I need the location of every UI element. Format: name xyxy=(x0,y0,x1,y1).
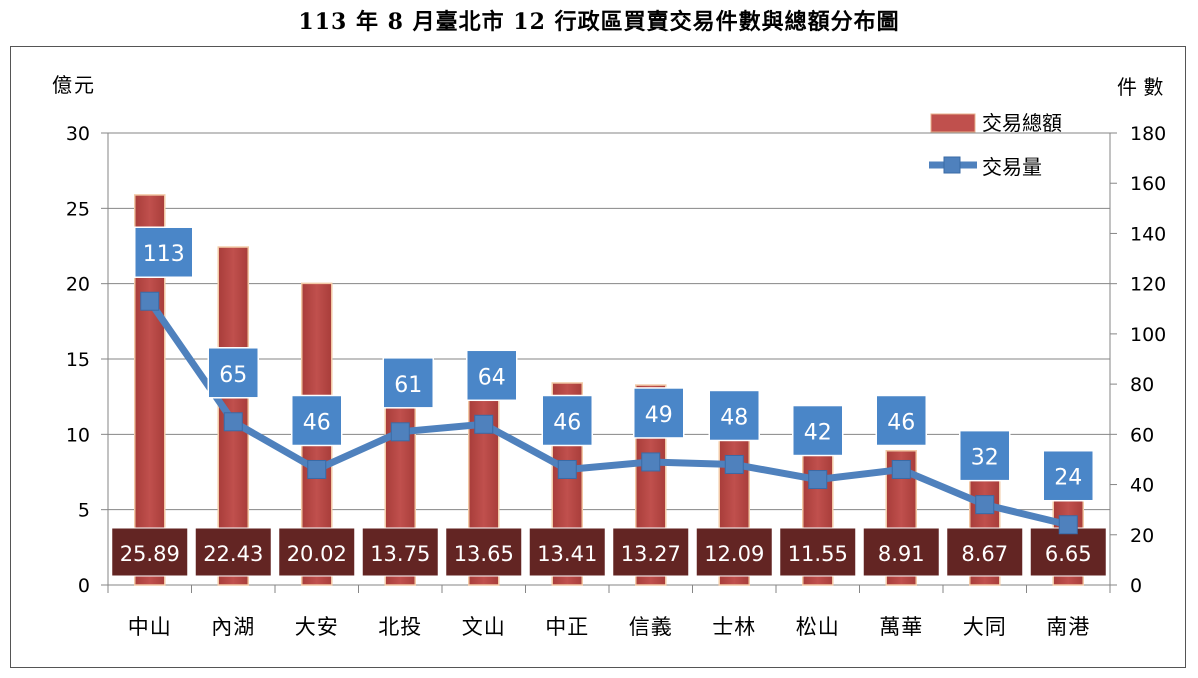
x-category-label: 松山 xyxy=(796,615,840,639)
x-category-label: 中山 xyxy=(128,615,172,639)
line-value-label: 61 xyxy=(394,373,422,398)
legend-line-marker xyxy=(943,156,961,174)
bar-value-label: 13.27 xyxy=(621,542,681,566)
line-value-box xyxy=(708,389,760,442)
x-category-label: 文山 xyxy=(462,615,506,639)
y-left-tick-label: 30 xyxy=(66,123,90,145)
legend-bar-swatch xyxy=(930,113,976,133)
y-right-tick-label: 180 xyxy=(1130,123,1166,145)
line-value-label: 24 xyxy=(1054,466,1082,491)
y-left-tick-label: 0 xyxy=(78,575,90,597)
bar-value-box xyxy=(111,527,189,577)
bar-value-label: 20.02 xyxy=(287,542,347,566)
line-value-label: 113 xyxy=(143,242,185,267)
x-category-label: 大同 xyxy=(963,615,1007,639)
line-value-box xyxy=(875,394,927,447)
line-marker-3 xyxy=(390,422,410,442)
y-left-tick-label: 5 xyxy=(78,500,90,522)
y-right-tick-label: 160 xyxy=(1130,173,1166,195)
bar-value-box xyxy=(862,527,940,577)
bar-value-box xyxy=(695,527,773,577)
bar-value-label: 6.65 xyxy=(1045,542,1092,566)
x-category-label: 大安 xyxy=(295,615,339,639)
line-value-label: 46 xyxy=(553,410,581,435)
bar-value-label: 13.65 xyxy=(454,542,514,566)
bar-value-box xyxy=(946,527,1024,577)
x-category-label: 士林 xyxy=(712,615,756,639)
legend-bar-label: 交易總額 xyxy=(982,111,1062,135)
x-category-label: 中正 xyxy=(545,615,589,639)
bar-value-box xyxy=(361,527,439,577)
legend-line-label: 交易量 xyxy=(982,155,1042,179)
line-marker-0 xyxy=(140,291,160,311)
bar-value-box xyxy=(445,527,523,577)
line-marker-1 xyxy=(223,412,243,432)
line-value-box xyxy=(959,429,1011,482)
line-marker-5 xyxy=(557,459,577,479)
line-marker-10 xyxy=(975,495,995,515)
bar-value-box xyxy=(612,527,690,577)
y-left-tick-label: 25 xyxy=(66,198,90,220)
bar-value-label: 25.89 xyxy=(120,542,180,566)
line-marker-11 xyxy=(1058,515,1078,535)
y-right-tick-label: 120 xyxy=(1130,274,1166,296)
y-left-axis-label: 億元 xyxy=(52,73,96,97)
line-value-box xyxy=(792,404,844,457)
bar-value-label: 8.91 xyxy=(878,542,925,566)
line-marker-4 xyxy=(474,414,494,434)
bar-value-label: 11.55 xyxy=(788,542,848,566)
y-right-tick-label: 40 xyxy=(1130,475,1154,497)
line-value-box xyxy=(382,357,434,409)
bar-value-box xyxy=(194,527,272,577)
line-value-box xyxy=(134,226,194,278)
x-category-label: 萬華 xyxy=(879,615,923,639)
x-category-label: 北投 xyxy=(378,615,422,639)
line-value-label: 42 xyxy=(804,421,832,446)
chart-title: 113 年 8 月臺北市 12 行政區買賣交易件數與總額分布圖 xyxy=(298,9,900,35)
y-left-tick-label: 15 xyxy=(66,349,90,371)
line-marker-9 xyxy=(891,459,911,479)
bar-value-label: 13.75 xyxy=(370,542,430,566)
x-category-label: 信義 xyxy=(629,615,673,639)
line-value-label: 46 xyxy=(303,410,331,435)
x-category-label: 南港 xyxy=(1046,615,1090,639)
bar-value-label: 12.09 xyxy=(704,542,764,566)
line-value-label: 49 xyxy=(645,403,673,428)
y-right-tick-label: 20 xyxy=(1130,525,1154,547)
bar-value-box xyxy=(278,527,356,577)
line-value-label: 46 xyxy=(887,410,915,435)
x-category-label: 內湖 xyxy=(211,615,255,639)
line-value-label: 48 xyxy=(720,405,748,430)
bar-value-box xyxy=(779,527,857,577)
bar-value-label: 22.43 xyxy=(203,542,263,566)
line-marker-2 xyxy=(307,459,327,479)
y-right-tick-label: 140 xyxy=(1130,223,1166,245)
line-value-label: 32 xyxy=(971,446,999,471)
y-right-tick-label: 80 xyxy=(1130,374,1154,396)
y-right-tick-label: 0 xyxy=(1130,575,1142,597)
bar-value-box xyxy=(528,527,606,577)
line-value-box xyxy=(466,349,518,402)
y-left-tick-label: 20 xyxy=(66,274,90,296)
line-marker-7 xyxy=(724,454,744,474)
line-value-box xyxy=(1042,449,1094,502)
y-right-tick-label: 100 xyxy=(1130,324,1166,346)
line-value-label: 64 xyxy=(478,365,506,390)
line-marker-6 xyxy=(641,452,661,472)
bar-value-label: 13.41 xyxy=(537,542,597,566)
chart-frame xyxy=(10,46,1186,668)
line-value-box xyxy=(541,394,593,447)
line-series-path xyxy=(146,297,1072,529)
y-left-tick-label: 10 xyxy=(66,424,90,446)
line-value-box xyxy=(633,387,685,439)
y-right-axis-label: 件 數 xyxy=(1117,75,1163,99)
line-value-label: 65 xyxy=(219,363,247,388)
line-value-box xyxy=(207,347,259,399)
bar-value-label: 8.67 xyxy=(961,542,1008,566)
line-marker-8 xyxy=(808,470,828,490)
y-right-tick-label: 60 xyxy=(1130,424,1154,446)
line-value-box xyxy=(291,394,343,447)
